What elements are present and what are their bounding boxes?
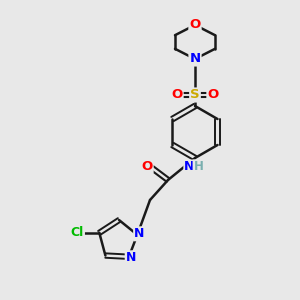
- Text: O: O: [171, 88, 183, 101]
- Text: H: H: [194, 160, 203, 173]
- Text: O: O: [207, 88, 219, 101]
- Text: O: O: [189, 19, 201, 32]
- Text: N: N: [189, 52, 201, 65]
- Text: N: N: [126, 251, 136, 264]
- Text: S: S: [190, 88, 200, 101]
- Text: N: N: [184, 160, 195, 173]
- Text: O: O: [141, 160, 153, 172]
- Text: N: N: [134, 227, 145, 240]
- Text: Cl: Cl: [71, 226, 84, 239]
